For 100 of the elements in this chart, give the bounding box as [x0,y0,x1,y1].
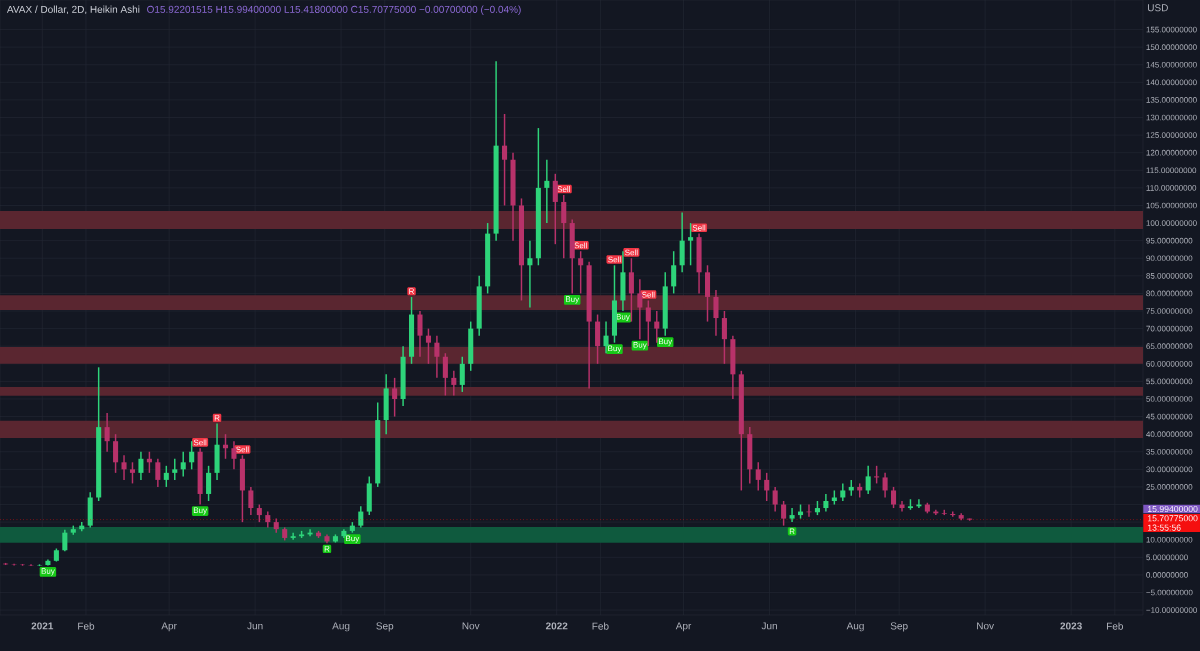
candlestick [789,507,795,523]
annotation: R [409,288,415,295]
annotation: Sell [642,291,655,298]
y-tick-label: 100.00000000 [1146,220,1197,226]
y-tick-label: 75.00000000 [1146,308,1193,314]
x-tick-label: Aug [846,622,864,632]
x-tick-label: Nov [977,622,994,630]
x-tick-label: Sep [376,622,394,632]
candlestick [654,310,660,344]
candlestick [865,465,871,495]
candlestick [772,486,778,513]
candlestick [713,289,719,337]
candlestick [180,451,186,478]
x-tick-label: Aug [332,622,350,632]
candlestick [721,310,727,365]
x-tick-label: Apr [675,622,692,632]
candlestick [628,257,634,323]
x-tick-label: Nov [462,622,480,630]
candlestick [637,278,643,340]
candlestick [206,465,212,502]
annotation: Buy [565,296,580,304]
candlestick [891,486,897,509]
x-tick-label: 2022 [545,622,568,630]
x-tick-label: Jun [247,622,263,630]
annotation: Buy [658,338,673,346]
candlestick [899,500,905,513]
annotation: Sell [608,256,621,263]
y-tick-label: 10.00000000 [1146,536,1193,543]
candlestick [392,377,398,418]
y-tick-label: 145.00000000 [1146,61,1197,68]
y-axis-title: USD [1148,4,1168,12]
y-tick-label: 35.00000000 [1146,448,1193,455]
candlestick [290,531,296,541]
y-tick-label: 155.00000000 [1146,26,1197,33]
y-tick-label: 80.00000000 [1146,290,1193,297]
candlestick [781,500,787,527]
y-tick-label: 40.00000000 [1146,431,1193,437]
annotation: R [789,528,795,535]
candlestick [121,454,127,481]
candlestick [172,458,178,481]
y-tick-label: 90.00000000 [1146,255,1193,262]
y-tick-label: −5.00000000 [1146,589,1193,596]
annotation: R [324,546,330,552]
y-tick-label: 25.00000000 [1146,484,1193,490]
candlestick [755,461,761,492]
y-tick-label: 85.00000000 [1146,273,1193,279]
candlestick [104,412,110,453]
candlestick [442,352,448,397]
candlestick [138,451,144,481]
candlestick [578,250,584,295]
candlestick [645,299,651,347]
candlestick [544,158,550,224]
candlestick [358,505,364,529]
candlestick [231,440,237,471]
candlestick [248,486,254,516]
y-tick-label: 110.00000000 [1146,185,1197,191]
ref-line-label: 15.70775000 [1147,515,1198,522]
y-tick-label: 120.00000000 [1146,149,1197,156]
candlestick [425,327,431,365]
candlestick [417,310,423,358]
y-tick-label: 125.00000000 [1146,132,1197,138]
annotation: Buy [193,507,208,515]
candlestick [502,113,508,207]
x-tick-label: Feb [1107,622,1124,630]
candlestick [882,472,888,499]
y-tick-label: 45.00000000 [1146,413,1193,420]
candlestick [552,173,558,245]
y-tick-label: 130.00000000 [1146,114,1197,121]
candlestick [603,320,609,354]
chart-title: AVAX / Dollar, 2D, Heikin Ashi [6,5,140,15]
x-tick-label: Feb [592,622,609,630]
y-tick-label: 150.00000000 [1146,44,1197,50]
x-tick-label: Apr [161,622,177,632]
y-tick-label: 5.00000000 [1146,554,1188,561]
candlestick [163,465,169,488]
x-tick-label: Feb [78,622,95,630]
annotation: Sell [692,224,706,231]
annotation: Sell [193,439,207,446]
text: 15.99400000 [1147,505,1198,513]
y-tick-label: 115.00000000 [1146,167,1197,174]
y-tick-label: 70.00000000 [1146,325,1193,332]
x-tick-label: 2021 [31,622,54,630]
y-tick-label: 95.00000000 [1146,237,1193,244]
y-tick-label: 30.00000000 [1146,466,1193,473]
y-tick-label: 0.00000000 [1146,572,1188,578]
text: O15.92201515 H15.99400000 L15.41800000 C15.70775000 −0.00700000 (−0.04%) [147,5,521,15]
y-tick-label: 60.00000000 [1146,360,1193,367]
annotation: Sell [625,249,638,256]
annotation: R [214,415,220,421]
annotation: Buy [633,342,647,350]
x-tick-label: 2023 [1060,622,1082,630]
x-tick-label: Jun [761,622,777,630]
candlestick [671,250,677,295]
candlestick [451,370,457,397]
annotation: Buy [346,535,360,543]
candlestick [527,239,533,309]
candlestick [459,356,465,393]
candlestick [688,222,694,267]
text: 13:55:56 [1147,524,1181,531]
y-tick-label: 135.00000000 [1146,97,1197,103]
